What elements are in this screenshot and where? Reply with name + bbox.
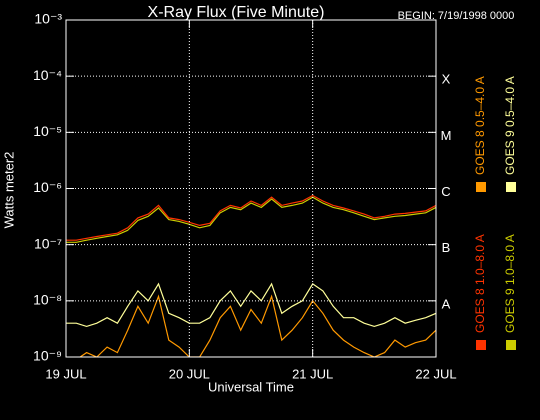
x-tick-label: 19 JUL <box>45 366 86 381</box>
legend-swatch <box>506 340 516 350</box>
legend-label: GOES 9 0.5–4.0 A <box>503 76 517 175</box>
chart-subtitle: BEGIN: 7/19/1998 0000 <box>398 10 515 22</box>
flare-class-label: B <box>442 240 451 255</box>
series-line <box>79 294 436 357</box>
flare-class-label: C <box>441 184 450 199</box>
y-tick-label: 10⁻⁷ <box>34 235 62 251</box>
x-tick-label: 20 JUL <box>169 366 210 381</box>
x-tick-label: 22 JUL <box>415 366 456 381</box>
legend-label: GOES 8 1.0–8.0 A <box>473 234 487 333</box>
y-tick-label: 10⁻⁴ <box>33 67 62 83</box>
legend-swatch <box>506 182 516 192</box>
flare-class-label: A <box>442 296 451 311</box>
y-tick-label: 10⁻⁶ <box>33 179 62 195</box>
series-line <box>66 194 436 241</box>
legend-label: GOES 9 1.0–8.0 A <box>503 234 517 333</box>
legend-swatch <box>476 340 486 350</box>
series-line <box>66 282 436 328</box>
y-tick-label: 10⁻⁸ <box>33 292 62 308</box>
legend-label: GOES 8 0.5–4.0 A <box>473 76 487 175</box>
x-tick-label: 21 JUL <box>292 366 333 381</box>
legend-swatch <box>476 182 486 192</box>
flare-class-label: X <box>442 72 451 87</box>
y-axis-label: Watts meter2 <box>1 152 16 229</box>
series-line <box>66 196 436 243</box>
y-tick-label: 10⁻⁹ <box>33 348 62 364</box>
y-tick-label: 10⁻³ <box>34 11 62 27</box>
y-tick-label: 10⁻⁵ <box>33 123 62 139</box>
chart-title: X-Ray Flux (Five Minute) <box>148 4 325 21</box>
flare-class-label: M <box>441 128 452 143</box>
plot-frame <box>65 19 437 358</box>
x-axis-label: Universal Time <box>208 379 294 394</box>
